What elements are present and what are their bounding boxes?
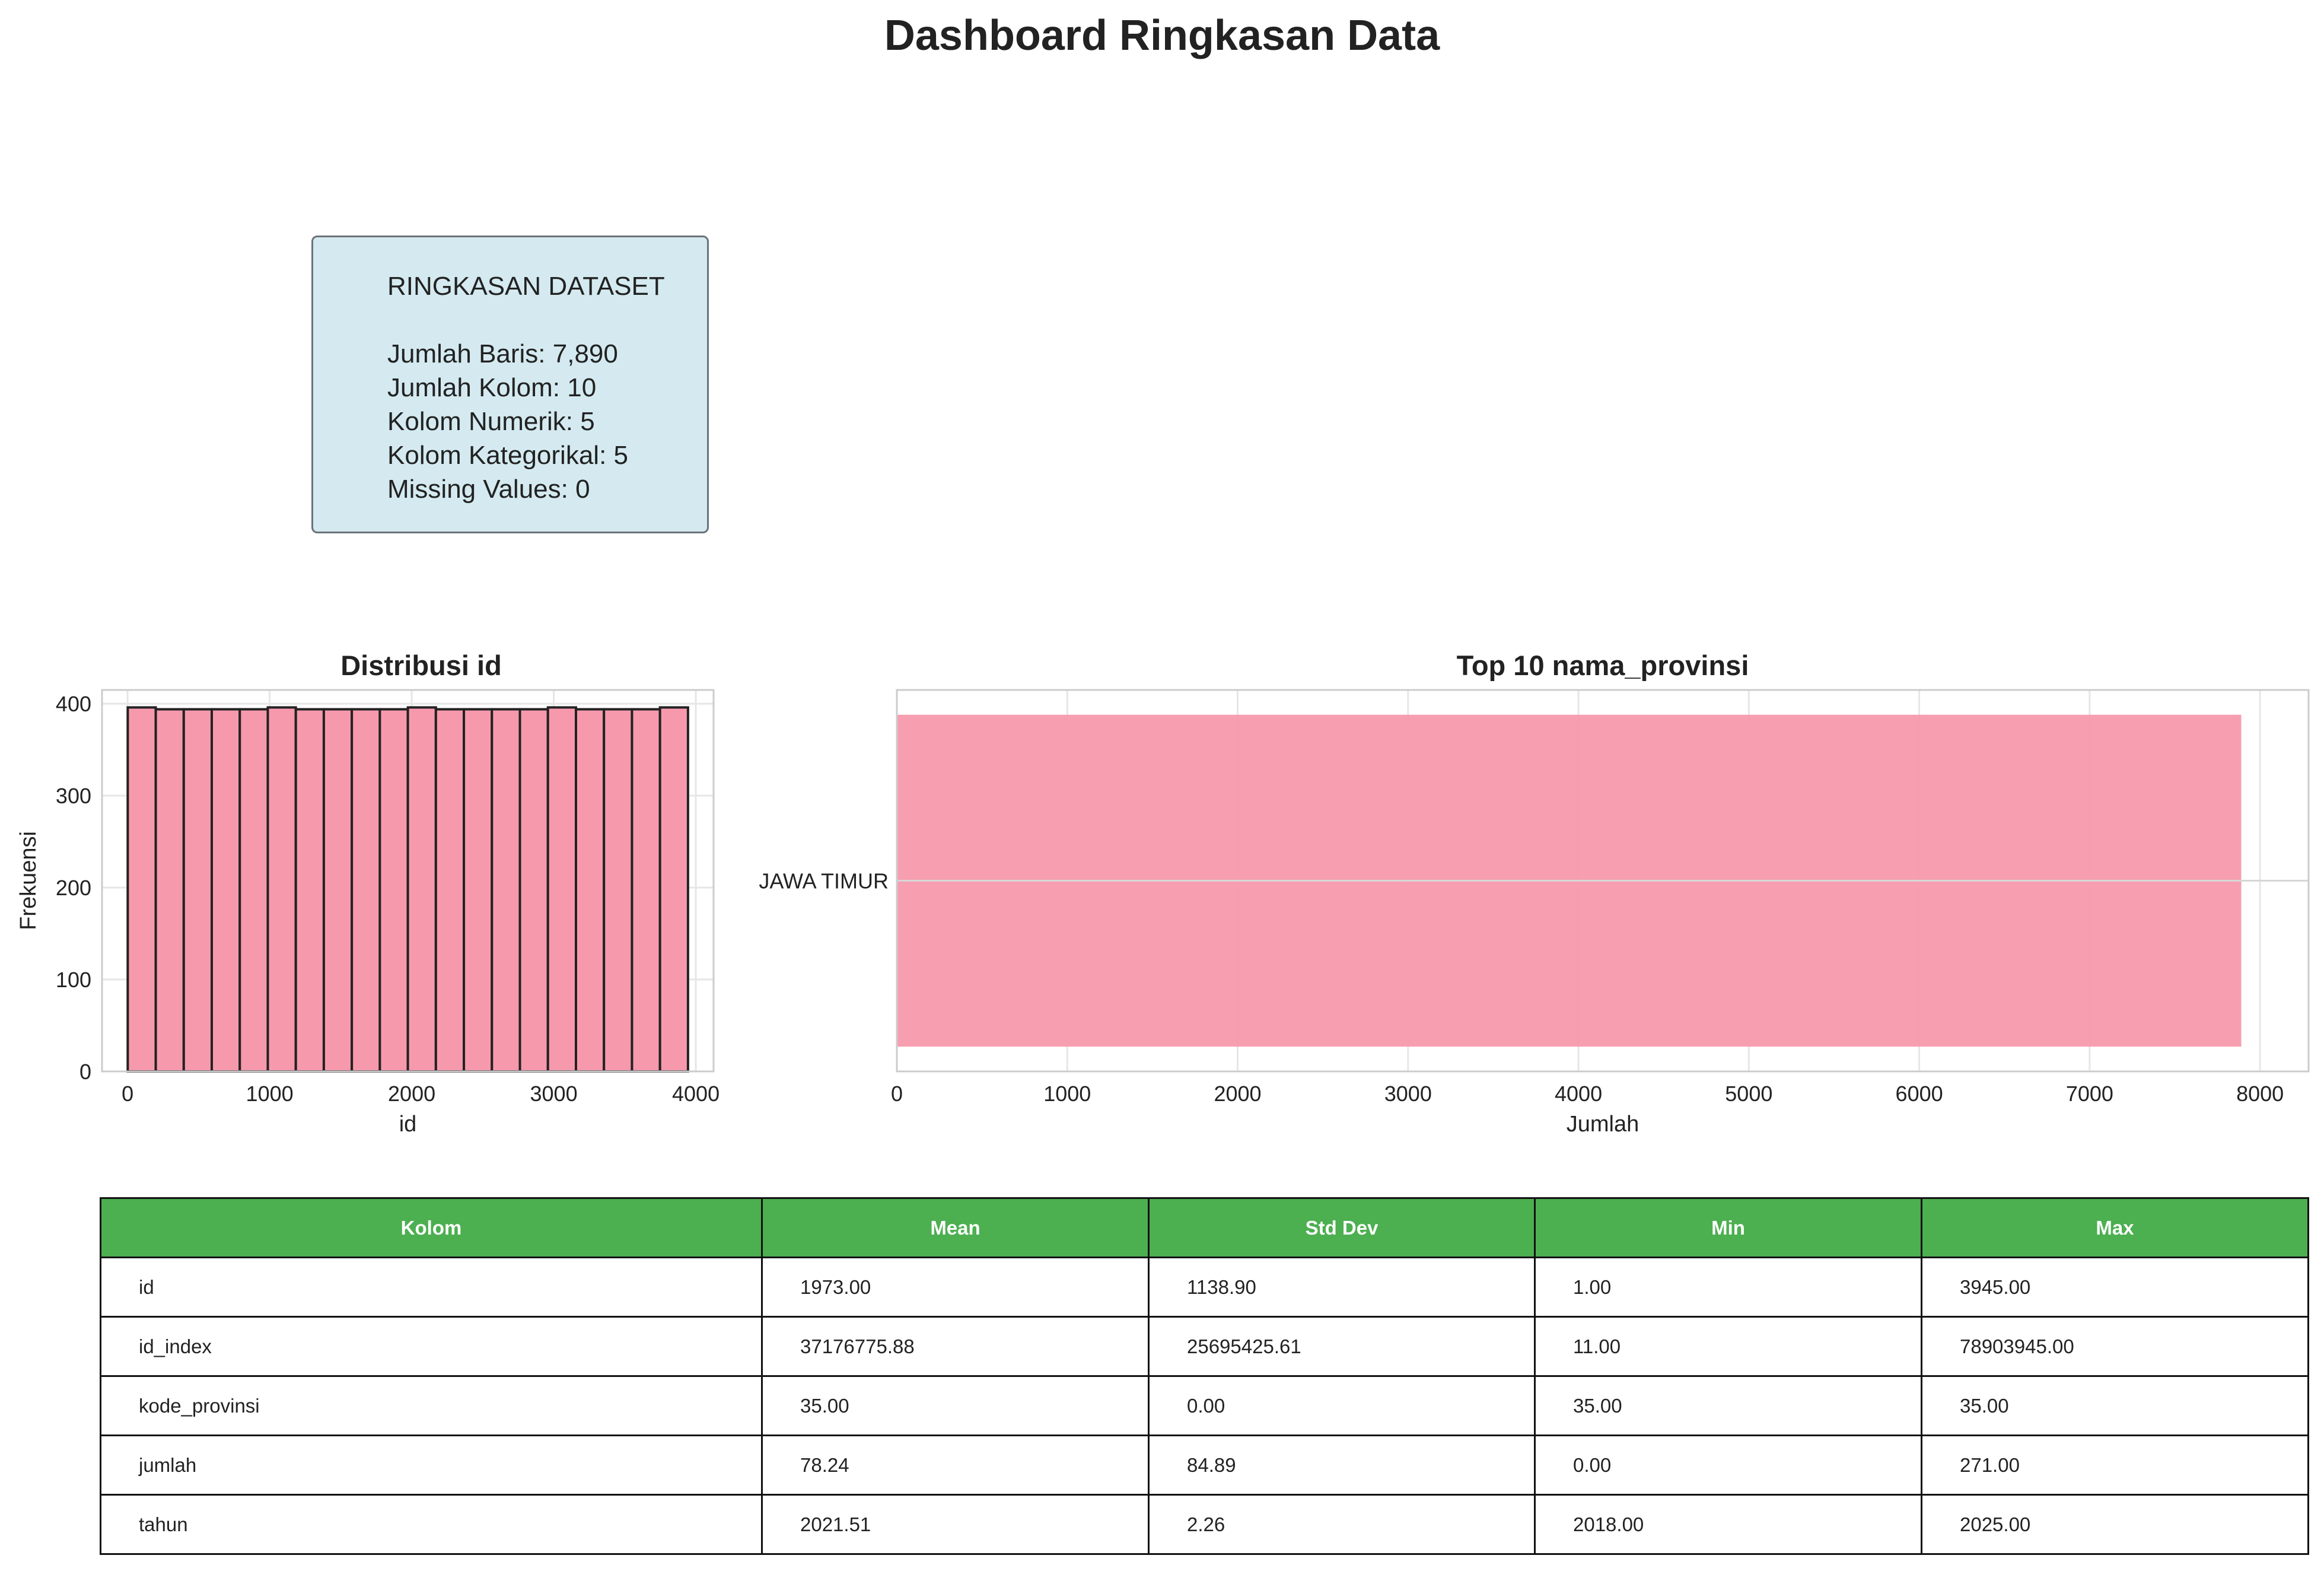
- histogram-bar: [518, 708, 549, 1073]
- x-tick-label: 2000: [388, 1082, 435, 1106]
- x-tick-label: 7000: [2066, 1082, 2113, 1106]
- histogram-bar: [238, 708, 269, 1073]
- table-cell: 1.00: [1534, 1257, 1922, 1318]
- summary-lines: Jumlah Baris: 7,890 Jumlah Kolom: 10 Kol…: [387, 337, 628, 506]
- table-header-kolom: Kolom: [100, 1197, 763, 1258]
- table-cell: 0.00: [1148, 1375, 1536, 1436]
- summary-missing-values: Missing Values: 0: [387, 475, 590, 504]
- summary-columns-count: Jumlah Kolom: 10: [387, 373, 597, 402]
- histogram-bar: [434, 708, 466, 1073]
- table-cell: 78.24: [761, 1434, 1150, 1496]
- table-row: id_index 37176775.88 25695425.61 11.00 7…: [100, 1316, 2309, 1377]
- table-cell: 35.00: [1921, 1375, 2309, 1436]
- histogram-bar: [406, 706, 437, 1073]
- dashboard-title: Dashboard Ringkasan Data: [884, 12, 1440, 59]
- table-cell: 2018.00: [1534, 1494, 1922, 1555]
- histogram-bar: [378, 708, 409, 1073]
- dataset-summary-box: RINGKASAN DATASET Jumlah Baris: 7,890 Ju…: [311, 236, 709, 533]
- bar-chart-frame: [896, 689, 2310, 1073]
- histogram-title: Distribusi id: [340, 650, 502, 681]
- bar-chart-title: Top 10 nama_provinsi: [1456, 650, 1749, 681]
- histogram-bar: [658, 706, 689, 1073]
- table-cell: 35.00: [1534, 1375, 1922, 1436]
- bar-chart-plot: [896, 689, 2310, 1073]
- summary-categorical-columns: Kolom Kategorikal: 5: [387, 441, 628, 470]
- y-tick-label: JAWA TIMUR: [759, 869, 889, 893]
- table-header-std-dev: Std Dev: [1148, 1197, 1536, 1258]
- histogram-bar: [294, 708, 325, 1073]
- x-tick-label: 4000: [672, 1082, 720, 1106]
- x-tick-label: 1000: [1043, 1082, 1091, 1106]
- histogram-x-axis-label: id: [399, 1112, 417, 1137]
- y-tick-label: 100: [56, 968, 91, 992]
- summary-rows-count: Jumlah Baris: 7,890: [387, 339, 618, 368]
- histogram-bar: [126, 706, 157, 1073]
- y-tick-label: 200: [56, 876, 91, 900]
- table-cell: kode_provinsi: [100, 1375, 763, 1436]
- table-cell: jumlah: [100, 1434, 763, 1496]
- histogram-y-axis-label: Frekuensi: [16, 831, 41, 930]
- histogram-bar: [351, 708, 381, 1073]
- table-cell: 25695425.61: [1148, 1316, 1536, 1377]
- histogram-bar: [463, 708, 494, 1073]
- y-tick-label: 300: [56, 784, 91, 808]
- table-header-min: Min: [1534, 1197, 1922, 1258]
- table-cell: 2.26: [1148, 1494, 1536, 1555]
- table-cell: 1138.90: [1148, 1257, 1536, 1318]
- table-cell: 84.89: [1148, 1434, 1536, 1496]
- x-tick-label: 3000: [530, 1082, 578, 1106]
- histogram-bar: [154, 708, 185, 1073]
- x-tick-label: 8000: [2236, 1082, 2284, 1106]
- histogram-bar: [546, 706, 577, 1073]
- table-row: id 1973.00 1138.90 1.00 3945.00: [100, 1257, 2309, 1318]
- table-cell: 37176775.88: [761, 1316, 1150, 1377]
- table-header-row: Kolom Mean Std Dev Min Max: [100, 1197, 2309, 1258]
- table-cell: 0.00: [1534, 1434, 1922, 1496]
- y-tick-label: 0: [79, 1060, 91, 1084]
- bar-chart-x-axis-label: Jumlah: [1567, 1112, 1639, 1137]
- table-header-max: Max: [1921, 1197, 2309, 1258]
- x-tick-label: 4000: [1555, 1082, 1602, 1106]
- table-cell: 2021.51: [761, 1494, 1150, 1555]
- histogram-bar: [603, 708, 633, 1073]
- histogram-bar: [182, 708, 214, 1073]
- histogram-plot: [101, 689, 715, 1073]
- table-cell: 78903945.00: [1921, 1316, 2309, 1377]
- summary-numeric-columns: Kolom Numerik: 5: [387, 407, 595, 436]
- histogram-bar: [322, 708, 354, 1073]
- charts-canvas: 0 1000 2000 3000 4000 0 100 200 300 400 id Frekuens…: [16, 689, 2310, 1137]
- table-cell: 11.00: [1534, 1316, 1922, 1377]
- y-tick-label: 400: [56, 692, 91, 716]
- table-cell: 2025.00: [1921, 1494, 2309, 1555]
- table-cell: 1973.00: [761, 1257, 1150, 1318]
- table-row: jumlah 78.24 84.89 0.00 271.00: [100, 1434, 2309, 1496]
- x-tick-label: 5000: [1725, 1082, 1772, 1106]
- table-cell: 271.00: [1921, 1434, 2309, 1496]
- x-tick-label: 0: [891, 1082, 903, 1106]
- x-tick-label: 6000: [1896, 1082, 1943, 1106]
- x-tick-label: 2000: [1214, 1082, 1261, 1106]
- table-cell: 3945.00: [1921, 1257, 2309, 1318]
- table-cell: id: [100, 1257, 763, 1318]
- table-cell: 35.00: [761, 1375, 1150, 1436]
- table-header-mean: Mean: [761, 1197, 1150, 1258]
- histogram-bar: [631, 708, 661, 1073]
- table-cell: tahun: [100, 1494, 763, 1555]
- histogram-bar: [266, 706, 297, 1073]
- statistics-table: Kolom Mean Std Dev Min Max id 1973.00 11…: [100, 1197, 2309, 1555]
- x-tick-label: 1000: [246, 1082, 294, 1106]
- histogram-frame: [101, 689, 715, 1073]
- table-row: kode_provinsi 35.00 0.00 35.00 35.00: [100, 1375, 2309, 1436]
- histogram-bar: [574, 708, 606, 1073]
- x-tick-label: 0: [122, 1082, 133, 1106]
- histogram-bar: [491, 708, 521, 1073]
- table-cell: id_index: [100, 1316, 763, 1377]
- x-tick-label: 3000: [1384, 1082, 1432, 1106]
- summary-heading: RINGKASAN DATASET: [387, 272, 665, 301]
- histogram-bar: [211, 708, 241, 1073]
- table-row: tahun 2021.51 2.26 2018.00 2025.00: [100, 1494, 2309, 1555]
